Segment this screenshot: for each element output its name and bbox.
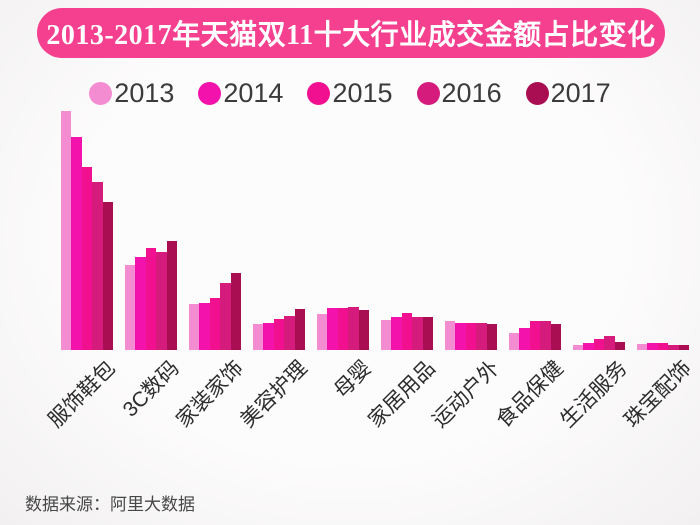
bar-2013 (509, 333, 520, 350)
bar-group (125, 90, 178, 350)
bar-2013 (253, 324, 264, 350)
bar-group (189, 90, 242, 350)
bar-group (445, 90, 498, 350)
legend-item-2017: 2017 (525, 77, 611, 109)
bar-2013 (189, 304, 200, 350)
bar-2014 (263, 323, 274, 350)
x-axis-label: 服饰鞋包 (44, 356, 120, 433)
x-axis-label: 食品保健 (492, 356, 568, 433)
legend-label: 2013 (114, 77, 175, 108)
legend: 2013 2014 2015 2016 2017 (0, 76, 700, 110)
bar-2017 (102, 202, 114, 350)
legend-label: 2014 (223, 77, 284, 108)
legend-dot-icon (416, 81, 440, 105)
legend-dot-icon (89, 81, 113, 105)
bar-group (381, 90, 434, 350)
bar-2017 (230, 273, 242, 350)
bar-2015 (657, 343, 669, 350)
bar-2014 (135, 257, 146, 350)
bar-2017 (166, 241, 178, 350)
bar-2013 (573, 345, 584, 350)
x-axis-label: 运动户外 (428, 356, 504, 433)
legend-label: 2017 (550, 77, 611, 108)
bar-group (637, 90, 690, 350)
legend-dot-icon (198, 81, 222, 105)
bar-2013 (381, 320, 392, 350)
bar-group (317, 90, 370, 350)
bar-group (61, 90, 114, 350)
bar-2017 (294, 309, 306, 350)
bar-2017 (678, 345, 690, 350)
x-axis-label: 美容护理 (236, 356, 312, 433)
bar-2013 (637, 344, 648, 350)
legend-item-2016: 2016 (416, 77, 502, 109)
bar-group (573, 90, 626, 350)
bar-2014 (647, 343, 658, 350)
bar-2014 (71, 137, 82, 350)
bar-2017 (486, 324, 498, 350)
bar-2016 (156, 252, 167, 350)
bar-group (509, 90, 562, 350)
x-axis-label: 珠宝配饰 (620, 356, 696, 433)
bar-2016 (220, 283, 231, 350)
bar-2014 (199, 303, 210, 350)
bar-group (253, 90, 306, 350)
bar-2017 (358, 310, 370, 350)
bar-2016 (348, 307, 359, 350)
bar-2015 (337, 308, 349, 350)
bar-2014 (519, 328, 530, 350)
legend-label: 2016 (441, 77, 502, 108)
bar-2017 (550, 324, 562, 350)
x-axis-label: 家居用品 (364, 356, 440, 433)
bar-2015 (209, 298, 221, 350)
x-axis-label: 生活服务 (556, 356, 632, 433)
bar-2013 (445, 321, 456, 350)
chart-title-banner: 2013-2017年天猫双11十大行业成交金额占比变化 (37, 8, 665, 58)
bar-2013 (125, 265, 136, 350)
bar-2014 (391, 317, 402, 350)
bar-2014 (455, 323, 466, 350)
x-axis-label: 母婴 (329, 356, 376, 403)
bar-2015 (273, 319, 285, 350)
bar-2013 (61, 111, 72, 350)
bar-2016 (540, 321, 551, 350)
bar-2016 (668, 345, 679, 350)
bar-2015 (529, 321, 541, 350)
data-source: 数据来源：阿里大数据 (25, 495, 195, 514)
bar-2016 (284, 316, 295, 350)
bar-2017 (422, 317, 434, 350)
bar-2016 (92, 182, 103, 350)
bar-2015 (401, 313, 413, 350)
legend-item-2013: 2013 (89, 78, 174, 109)
chart-title: 2013-2017年天猫双11十大行业成交金额占比变化 (46, 20, 656, 51)
bar-2014 (327, 308, 338, 350)
bar-2016 (412, 317, 423, 350)
bar-2015 (465, 323, 477, 350)
bar-2016 (604, 336, 615, 350)
bar-2016 (476, 323, 487, 350)
legend-item-2015: 2015 (307, 77, 393, 109)
bar-2015 (81, 167, 93, 350)
legend-dot-icon (525, 81, 549, 105)
legend-item-2014: 2014 (198, 78, 283, 109)
legend-label: 2015 (332, 77, 393, 108)
x-axis-label: 家装家饰 (172, 356, 248, 433)
bar-2013 (317, 314, 328, 350)
bar-2017 (614, 342, 626, 350)
legend-dot-icon (307, 81, 331, 105)
bar-2015 (593, 339, 605, 350)
bar-2014 (583, 343, 594, 350)
bar-2015 (145, 248, 157, 350)
